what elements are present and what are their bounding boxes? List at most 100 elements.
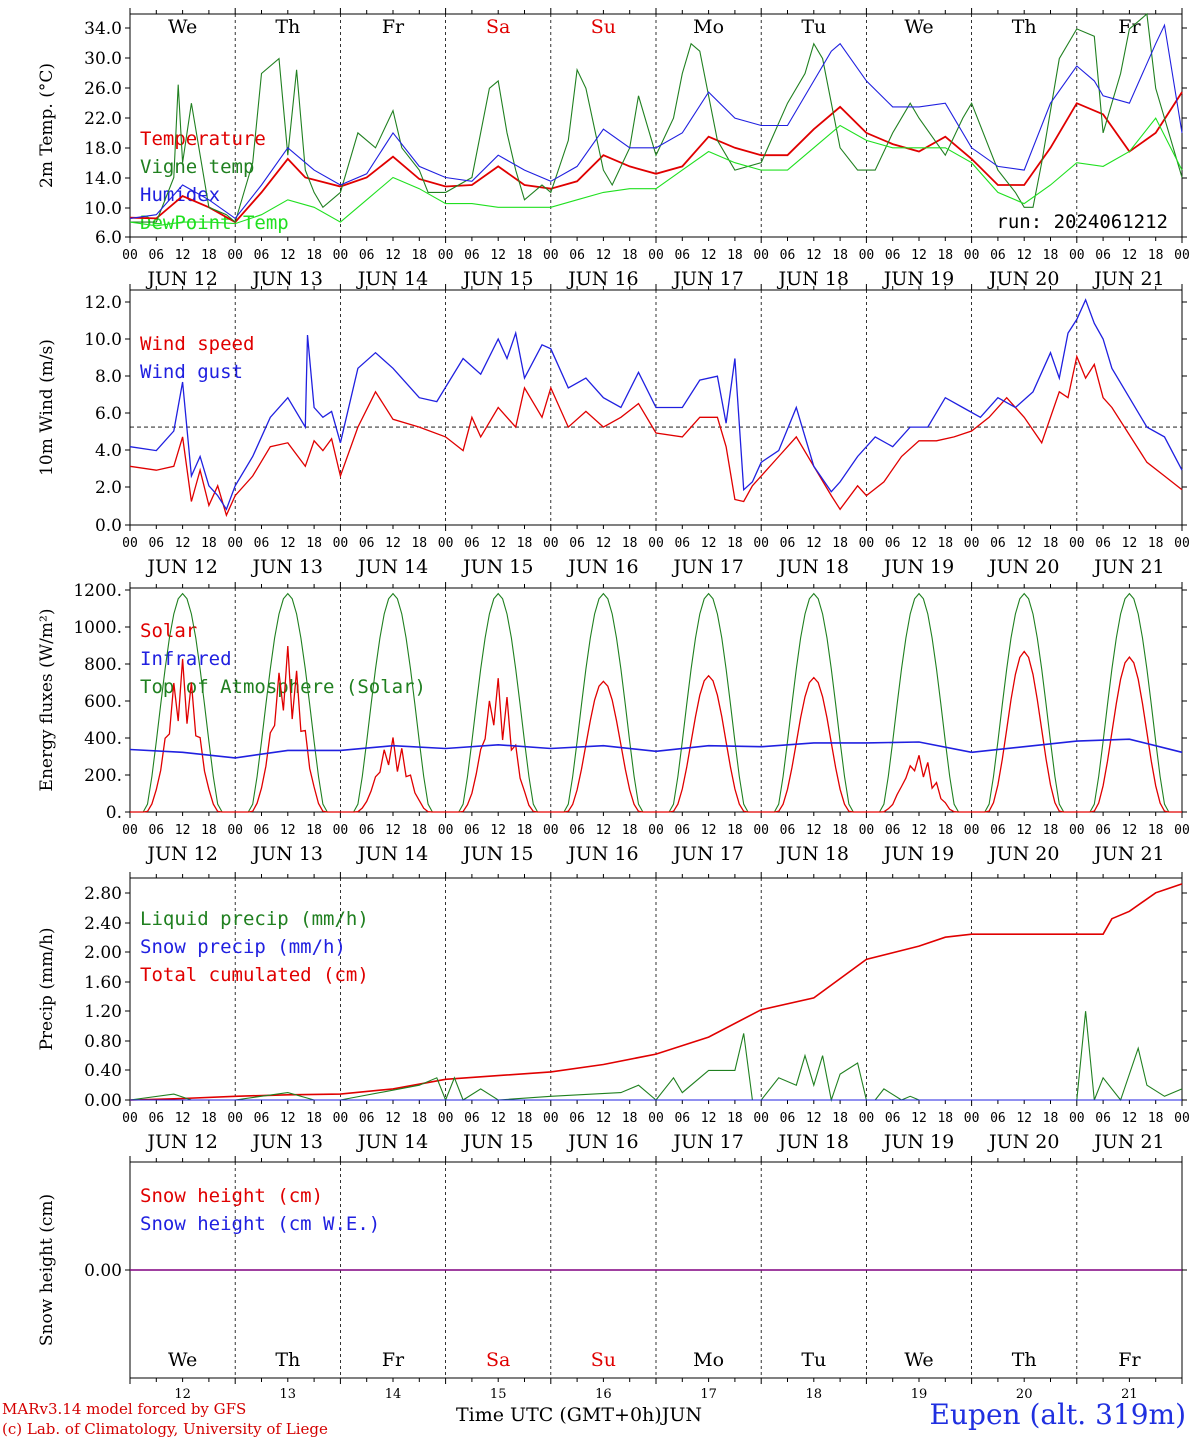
hour-tick-label: 12	[1122, 1111, 1138, 1126]
hour-tick-label: 12	[280, 248, 296, 263]
hour-tick-label: 06	[359, 248, 375, 263]
date-label: JUN 14	[356, 1131, 428, 1153]
hour-tick-label: 06	[569, 248, 585, 263]
hour-tick-label: 00	[859, 1111, 875, 1126]
day-number-label: 15	[490, 1387, 507, 1402]
hour-tick-label: 00	[648, 1111, 664, 1126]
y-tick-label: 2.80	[84, 884, 122, 904]
hour-tick-label: 18	[201, 823, 217, 838]
hour-tick-label: 06	[464, 823, 480, 838]
hour-tick-label: 06	[885, 823, 901, 838]
hour-tick-label: 00	[333, 823, 349, 838]
legend-entry: Top of Atmosphere (Solar)	[140, 676, 426, 698]
weekday-label: We	[904, 16, 933, 38]
weekday-label: Su	[591, 1349, 616, 1371]
hour-tick-label: 12	[175, 536, 191, 551]
weekday-label: Fr	[1118, 16, 1141, 38]
hour-tick-label: 00	[438, 1111, 454, 1126]
hour-tick-label: 18	[306, 248, 322, 263]
hour-tick-label: 18	[517, 1111, 533, 1126]
hour-tick-label: 00	[543, 1111, 559, 1126]
time-axis-label: Time UTC (GMT+0h)JUN	[456, 1404, 702, 1426]
hour-tick-label: 00	[227, 536, 243, 551]
hour-tick-label: 06	[464, 1111, 480, 1126]
hour-tick-label: 00	[543, 823, 559, 838]
hour-tick-label: 06	[885, 536, 901, 551]
hour-tick-label: 06	[359, 536, 375, 551]
hour-tick-label: 12	[175, 248, 191, 263]
day-number-label: 18	[806, 1387, 823, 1402]
date-label: JUN 21	[1092, 843, 1164, 865]
y-tick-label: 10.0	[84, 330, 122, 350]
hour-tick-label: 12	[175, 1111, 191, 1126]
y-tick-label: 600.	[84, 692, 122, 712]
hour-tick-label: 00	[964, 1111, 980, 1126]
day-number-label: 16	[595, 1387, 612, 1402]
hour-tick-label: 12	[596, 1111, 612, 1126]
hour-tick-label: 00	[859, 536, 875, 551]
legend-entry: Liquid precip (mm/h)	[140, 908, 369, 930]
hour-tick-label: 18	[517, 823, 533, 838]
date-label: JUN 14	[356, 843, 428, 865]
date-label: JUN 12	[145, 843, 217, 865]
hour-tick-label: 12	[490, 248, 506, 263]
y-tick-label: 0.	[106, 803, 122, 823]
hour-tick-label: 00	[964, 536, 980, 551]
date-label: JUN 12	[145, 268, 217, 290]
hour-tick-label: 00	[1174, 823, 1190, 838]
hour-tick-label: 00	[438, 536, 454, 551]
y-tick-label: 8.0	[95, 367, 122, 387]
hour-tick-label: 06	[780, 536, 796, 551]
y-tick-label: 0.00	[84, 1091, 122, 1111]
hour-tick-label: 12	[701, 248, 717, 263]
date-label: JUN 13	[251, 1131, 323, 1153]
day-number-label: 21	[1121, 1387, 1138, 1402]
hour-tick-label: 00	[753, 823, 769, 838]
weekday-label: Sa	[486, 16, 510, 38]
hour-tick-label: 12	[701, 823, 717, 838]
hour-tick-label: 06	[359, 1111, 375, 1126]
hour-tick-label: 00	[438, 823, 454, 838]
weekday-label: Mo	[693, 16, 724, 38]
hour-tick-label: 18	[1148, 248, 1164, 263]
weekday-label: We	[904, 1349, 933, 1371]
hour-tick-label: 06	[674, 823, 690, 838]
date-label: JUN 17	[671, 556, 743, 578]
hour-tick-label: 18	[201, 536, 217, 551]
hour-tick-label: 12	[1016, 536, 1032, 551]
series-line-solar	[130, 645, 1182, 813]
weekday-label: We	[168, 1349, 197, 1371]
y-tick-label: 0.40	[84, 1061, 122, 1081]
hour-tick-label: 12	[490, 1111, 506, 1126]
hour-tick-label: 06	[359, 823, 375, 838]
hour-tick-label: 12	[911, 536, 927, 551]
hour-tick-label: 06	[254, 248, 270, 263]
hour-tick-label: 18	[937, 248, 953, 263]
hour-tick-label: 00	[964, 248, 980, 263]
hour-tick-label: 18	[1148, 536, 1164, 551]
date-label: JUN 15	[461, 556, 533, 578]
hour-tick-label: 18	[306, 823, 322, 838]
weekday-label: Tu	[801, 16, 826, 38]
hour-tick-label: 00	[122, 823, 138, 838]
hour-tick-label: 12	[701, 1111, 717, 1126]
weekday-label: We	[168, 16, 197, 38]
hour-tick-label: 06	[1095, 823, 1111, 838]
hour-tick-label: 00	[1069, 248, 1085, 263]
hour-tick-label: 00	[227, 823, 243, 838]
hour-tick-label: 18	[832, 536, 848, 551]
hour-tick-label: 06	[464, 536, 480, 551]
hour-tick-label: 00	[333, 248, 349, 263]
y-axis-label-precip: Precip (mm/h)	[37, 927, 57, 1050]
hour-tick-label: 18	[1043, 248, 1059, 263]
hour-tick-label: 06	[569, 1111, 585, 1126]
weekday-label: Fr	[1118, 1349, 1141, 1371]
hour-tick-label: 00	[1174, 1111, 1190, 1126]
weekday-label: Tu	[801, 1349, 826, 1371]
date-label: JUN 20	[987, 268, 1059, 290]
date-label: JUN 20	[987, 843, 1059, 865]
y-tick-label: 10.0	[84, 199, 122, 219]
series-line-vigne-temp	[130, 12, 1183, 224]
hour-tick-label: 12	[806, 823, 822, 838]
